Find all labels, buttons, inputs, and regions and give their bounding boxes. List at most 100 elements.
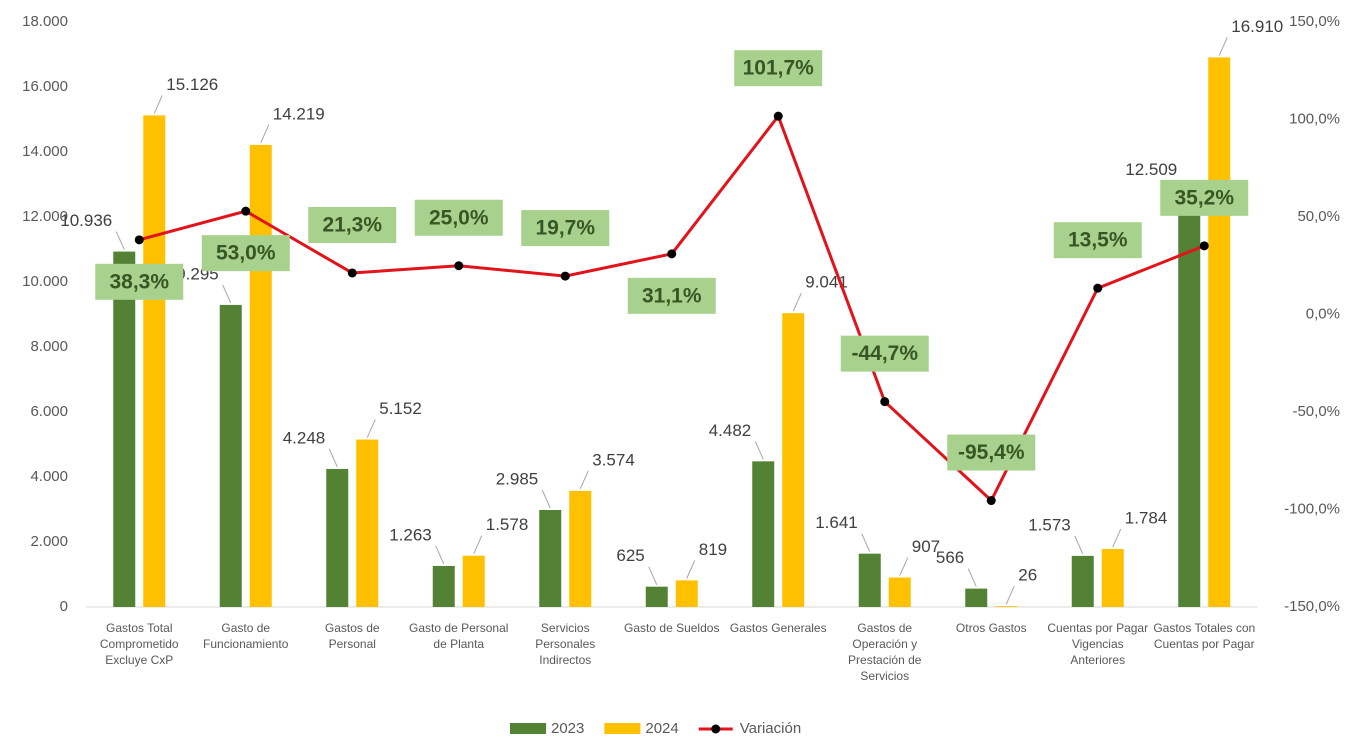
value-label-box: 38,3%	[95, 263, 184, 300]
x-tick-label: Gastos Generales	[729, 621, 827, 635]
data-label: 819	[699, 540, 727, 559]
leader-line	[861, 533, 871, 552]
value-label-box: -95,4%	[947, 434, 1036, 471]
data-label: 16.910	[1231, 17, 1283, 36]
data-label: 12.509	[1125, 160, 1177, 179]
label-box	[521, 210, 610, 247]
legend-swatch	[510, 723, 546, 734]
leader-line	[541, 489, 551, 509]
value-label-box: 101,7%	[734, 50, 823, 87]
y-tick-label: 8.000	[30, 338, 68, 355]
data-label: 1.784	[1125, 509, 1168, 528]
line-marker	[986, 496, 996, 506]
legend-marker	[711, 724, 721, 734]
line-marker	[454, 261, 464, 271]
bar	[752, 461, 775, 607]
leader-line	[328, 448, 338, 468]
data-label: 625	[616, 546, 644, 565]
data-label: 10.936	[60, 211, 112, 230]
leader-line	[222, 284, 232, 304]
data-label: 5.152	[379, 399, 422, 418]
bar	[462, 555, 485, 607]
leader-line	[260, 124, 270, 144]
data-label: -95,4%	[958, 441, 1025, 464]
x-tick-label: Gastos de Operación y Prestación de Serv…	[848, 621, 922, 683]
leader-line	[1005, 585, 1015, 605]
bar	[539, 509, 562, 607]
label-box	[1053, 222, 1142, 259]
y2-tick-label: -100,0%	[1284, 500, 1340, 517]
data-label: 4.482	[709, 421, 752, 440]
label-box	[734, 50, 823, 87]
bar	[432, 565, 455, 607]
bar	[143, 115, 166, 607]
leader-line	[899, 557, 909, 576]
bar	[219, 304, 242, 607]
y2-tick-label: -50,0%	[1292, 403, 1340, 420]
line-marker	[241, 206, 251, 216]
y-tick-label: 10.000	[22, 273, 68, 290]
line-marker	[667, 249, 677, 259]
label-box	[840, 335, 929, 372]
y-tick-label: 16.000	[22, 78, 68, 95]
label-box	[308, 206, 397, 243]
data-label: 1.641	[815, 513, 858, 532]
x-tick-label: Cuentas por Pagar Vigencias Anteriores	[1047, 621, 1149, 667]
x-tick-label: Gasto de Funcionamiento	[203, 621, 289, 651]
bar	[965, 588, 988, 607]
leader-line	[473, 535, 483, 554]
line-marker	[1093, 283, 1103, 293]
bar	[888, 577, 911, 607]
y-tick-label: 14.000	[22, 143, 68, 160]
value-label-box: 19,7%	[521, 210, 610, 247]
x-tick-label: Gasto de Sueldos	[624, 621, 720, 635]
y-tick-label: 12.000	[22, 208, 68, 225]
data-label: 1.263	[389, 525, 432, 544]
data-label: 1.578	[486, 515, 529, 534]
line-marker	[1199, 241, 1209, 251]
leader-line	[366, 419, 376, 438]
data-label: 35,2%	[1174, 186, 1234, 209]
value-label-box: 21,3%	[308, 206, 397, 243]
y2-tick-label: 0,0%	[1306, 305, 1340, 322]
bar	[1071, 555, 1094, 607]
y2-tick-label: 150,0%	[1289, 13, 1340, 30]
legend-label: Variación	[740, 720, 801, 737]
bar	[675, 580, 698, 607]
leader-line	[115, 231, 125, 250]
y-tick-label: 4.000	[30, 468, 68, 485]
line-marker	[134, 235, 144, 245]
data-label: 31,1%	[642, 284, 702, 307]
x-tick-label: Gastos Totales con Cuentas por Pagar	[1153, 621, 1256, 651]
legend-swatch	[604, 723, 641, 734]
data-label: -44,7%	[851, 342, 918, 365]
bar	[1208, 57, 1231, 608]
bar	[995, 606, 1018, 607]
data-label: 4.248	[283, 428, 326, 447]
leader-line	[435, 545, 445, 565]
legend-label: 2024	[645, 720, 678, 737]
leader-line	[648, 566, 658, 585]
value-label-box: 25,0%	[414, 199, 503, 236]
leader-line	[1074, 535, 1084, 555]
data-label: 38,3%	[109, 270, 169, 293]
line-marker	[773, 111, 783, 121]
data-label: 14.219	[273, 104, 325, 123]
leader-line	[792, 292, 802, 312]
data-label: 26	[1018, 566, 1037, 585]
data-label: 15.126	[166, 75, 218, 94]
x-tick-label: Gasto de Personal de Planta	[409, 621, 509, 651]
leader-line	[686, 560, 696, 579]
label-box	[1160, 179, 1249, 216]
x-tick-label: Servicios Personales Indirectos	[535, 621, 596, 667]
x-tick-label: Otros Gastos	[955, 621, 1027, 635]
y-tick-label: 18.000	[22, 13, 68, 30]
bar	[782, 313, 805, 607]
value-label-box: 13,5%	[1053, 222, 1142, 259]
line-marker	[560, 271, 570, 281]
bar	[858, 553, 881, 607]
bar	[356, 439, 379, 607]
data-label: 101,7%	[743, 57, 815, 80]
